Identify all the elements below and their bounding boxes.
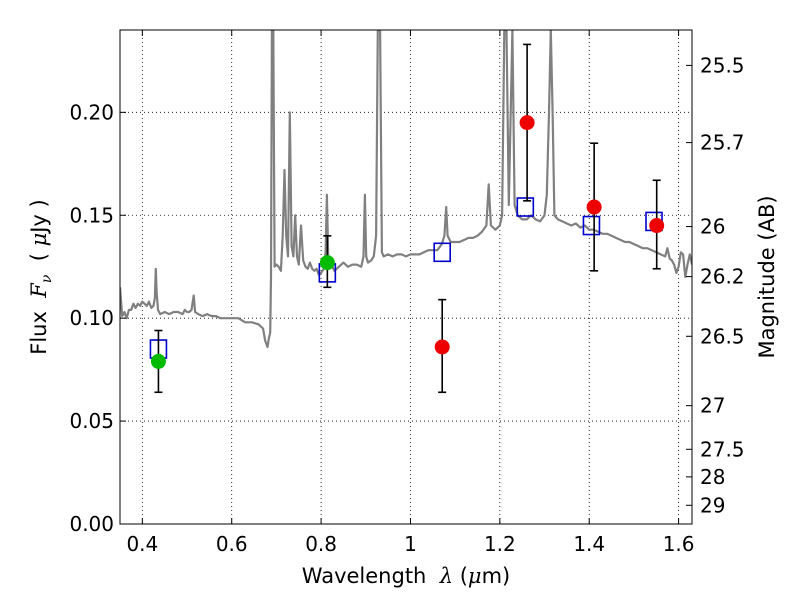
mag-tick-label: 28 — [700, 465, 725, 489]
x-tick-label: 0.8 — [305, 532, 337, 556]
photometry-point — [649, 218, 665, 234]
x-tick-label: 0.6 — [216, 532, 248, 556]
x-tick-label: 1.2 — [484, 532, 516, 556]
data-layer — [120, 30, 692, 349]
markers-layer — [149, 43, 665, 394]
mag-tick-label: 27 — [700, 394, 725, 418]
mag-tick-label: 29 — [700, 493, 725, 517]
x-axis-label: Wavelength λ (μm) — [302, 564, 510, 588]
y2-axis-label: Magnitude (AB) — [755, 195, 779, 358]
photometry-point — [586, 199, 602, 215]
plot-background — [120, 30, 692, 524]
y-tick-label: 0.20 — [69, 100, 114, 124]
mag-tick-label: 26.5 — [700, 324, 745, 348]
y-tick-label: 0.00 — [69, 512, 114, 536]
y-tick-label: 0.15 — [69, 203, 114, 227]
model-square-marker — [516, 197, 535, 217]
model-square-marker — [582, 215, 601, 236]
mag-tick-label: 25.7 — [700, 131, 745, 155]
mag-tick-label: 25.5 — [700, 53, 745, 77]
mag-tick-label: 27.5 — [700, 437, 745, 461]
y-tick-label: 0.10 — [69, 306, 114, 330]
y-axis-label: Flux Fν ( μJy ) — [27, 199, 55, 354]
y-tick-label: 0.05 — [69, 409, 114, 433]
template-spectrum-line — [120, 30, 692, 349]
photometry-point — [519, 115, 535, 131]
ticks — [120, 30, 692, 525]
mag-tick-label: 26 — [700, 215, 725, 239]
model-square-marker — [433, 242, 451, 263]
photometry-point — [434, 339, 450, 355]
photometry-point — [150, 353, 166, 369]
x-tick-label: 0.4 — [126, 532, 158, 556]
x-tick-label: 1.4 — [573, 532, 605, 556]
tick-labels: 0.4 0.6 0.8 1 1.2 1.4 1.6 0.00 0.05 0.10 0.15 0.20 2… — [69, 53, 744, 556]
x-tick-label: 1 — [404, 532, 417, 556]
x-tick-label: 1.6 — [663, 532, 695, 556]
photometry-point — [319, 255, 335, 271]
mag-tick-label: 26.2 — [700, 265, 745, 289]
